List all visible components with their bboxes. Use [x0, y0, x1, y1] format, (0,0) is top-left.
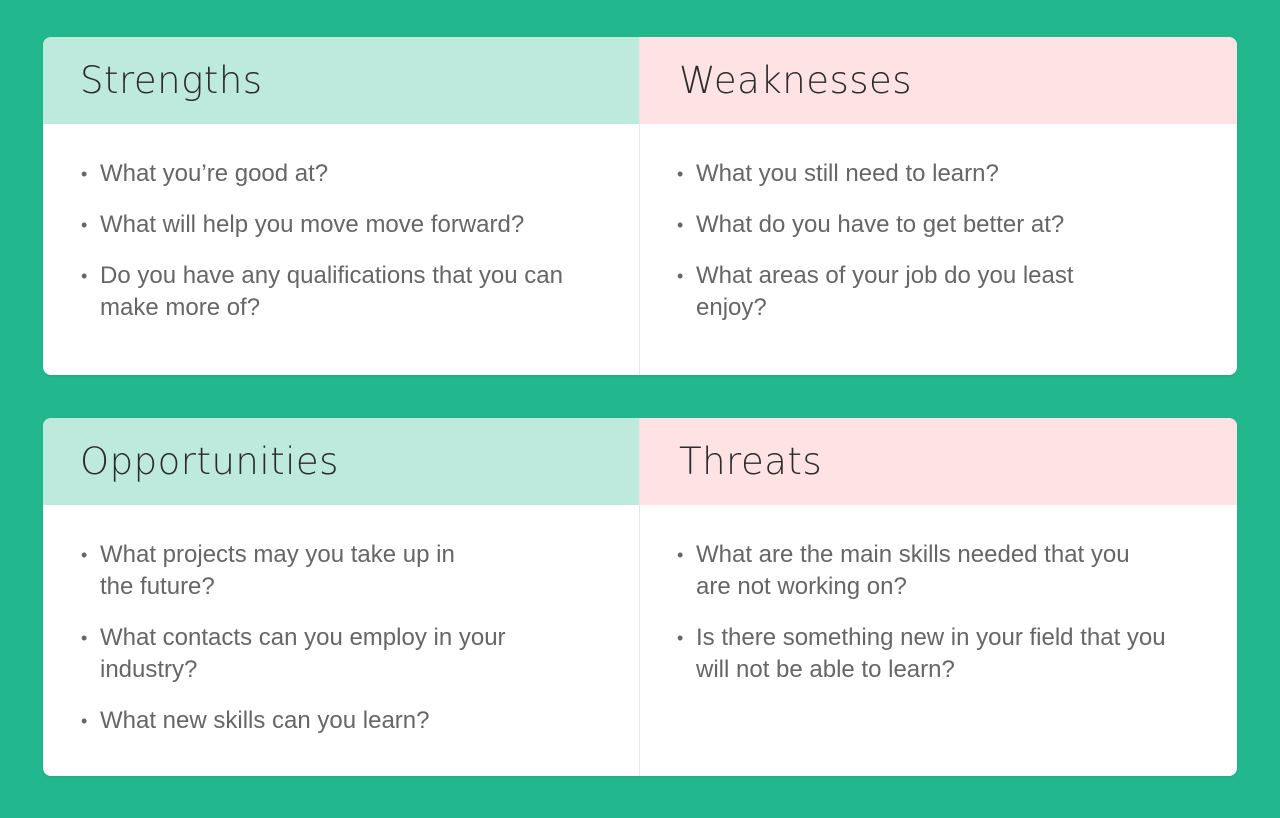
bullet-icon: • — [677, 215, 684, 235]
list-item: • What you’re good at? — [81, 158, 570, 190]
bullet-icon: • — [81, 266, 88, 286]
opportunities-quadrant: Opportunities • What projects may you ta… — [43, 418, 640, 776]
bullet-icon: • — [81, 164, 88, 184]
bullet-icon: • — [81, 215, 88, 235]
bullet-icon: • — [677, 266, 684, 286]
strengths-list: • What you’re good at? • What will help … — [43, 124, 639, 343]
list-item: • What projects may you take up in the f… — [81, 541, 455, 600]
strengths-quadrant: Strengths • What you’re good at? • What … — [43, 37, 640, 375]
list-item: • What contacts can you employ in your i… — [81, 624, 506, 683]
strengths-title: Strengths — [80, 59, 263, 102]
bullet-icon: • — [81, 545, 88, 565]
list-item: • What new skills can you learn? — [81, 705, 560, 737]
opportunities-title: Opportunities — [80, 440, 339, 483]
bullet-icon: • — [677, 628, 684, 648]
opportunities-list: • What projects may you take up in the f… — [43, 505, 639, 756]
opportunities-header: Opportunities — [43, 418, 639, 505]
strengths-header: Strengths — [43, 37, 639, 124]
list-item: • What you still need to learn? — [677, 158, 1156, 190]
swot-bottom-card: Opportunities • What projects may you ta… — [43, 418, 1237, 776]
weaknesses-quadrant: Weaknesses • What you still need to lear… — [640, 37, 1237, 375]
list-item: • What will help you move move forward? — [81, 209, 580, 241]
bullet-icon: • — [677, 164, 684, 184]
threats-title: Threats — [679, 440, 823, 483]
list-item: • What do you have to get better at? — [677, 209, 1156, 241]
weaknesses-header: Weaknesses — [640, 37, 1237, 124]
threats-header: Threats — [640, 418, 1237, 505]
list-item: • Do you have any qualifications that yo… — [81, 262, 563, 321]
weaknesses-list: • What you still need to learn? • What d… — [640, 124, 1237, 343]
swot-top-card: Strengths • What you’re good at? • What … — [43, 37, 1237, 375]
list-item: • Is there something new in your field t… — [677, 624, 1166, 683]
bullet-icon: • — [81, 711, 88, 731]
weaknesses-title: Weaknesses — [679, 59, 913, 102]
list-item: • What are the main skills needed that y… — [677, 541, 1130, 600]
bullet-icon: • — [677, 545, 684, 565]
bullet-icon: • — [81, 628, 88, 648]
threats-quadrant: Threats • What are the main skills neede… — [640, 418, 1237, 776]
threats-list: • What are the main skills needed that y… — [640, 505, 1237, 705]
list-item: • What areas of your job do you least en… — [677, 262, 1074, 321]
